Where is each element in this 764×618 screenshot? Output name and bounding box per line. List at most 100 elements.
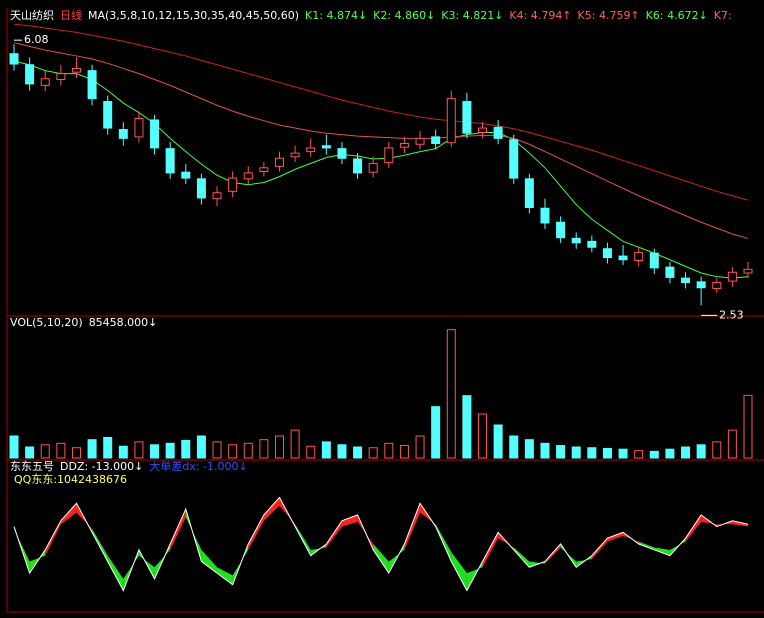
candle-body — [649, 252, 659, 269]
indicator-band — [529, 561, 545, 568]
volume-bar — [56, 442, 66, 459]
candle-body — [25, 64, 35, 85]
indicator-band — [263, 497, 280, 521]
candle-body — [665, 266, 675, 278]
indicator-band — [45, 520, 61, 556]
candle-body — [524, 178, 534, 209]
indicator-band — [451, 552, 467, 591]
candle-body — [368, 162, 378, 173]
candle-body — [56, 73, 66, 80]
volume-bar — [446, 329, 456, 459]
stock-name: 天山纺织 — [10, 8, 54, 22]
ma-readout: K7: — [714, 9, 732, 22]
volume-bar — [556, 445, 566, 459]
ma-readout: K6: 4.672↓ — [646, 9, 708, 22]
volume-bar — [602, 447, 612, 459]
candle-body — [696, 281, 706, 289]
candle-body — [446, 98, 456, 144]
indicator-band — [341, 514, 358, 527]
ma-readout: K1: 4.874↓ — [305, 9, 367, 22]
candle-body — [556, 221, 566, 239]
volume-bar — [509, 435, 519, 459]
candle-body — [587, 240, 597, 248]
indicator-band — [60, 503, 77, 525]
candle-body — [353, 158, 363, 174]
volume-bar — [493, 424, 503, 459]
volume-bar — [399, 445, 409, 459]
volume-bar — [196, 435, 206, 459]
volume-bar — [571, 446, 581, 459]
candle-body — [165, 148, 175, 174]
indicator-readout: DDZ: -13.000↓ — [60, 460, 143, 473]
candle-body — [196, 178, 206, 199]
candle-body — [9, 53, 19, 65]
volume-bar — [712, 441, 722, 459]
volume-bar — [681, 446, 691, 459]
period: 日线 — [60, 8, 82, 22]
volume-bar — [71, 447, 81, 459]
volume-bar — [540, 442, 550, 459]
ma-line — [13, 23, 749, 201]
indicator-band — [217, 567, 233, 585]
candle-body — [493, 126, 503, 139]
candle-body — [634, 251, 644, 261]
volume-bar — [103, 436, 113, 459]
indicator-band — [654, 547, 670, 556]
candle-body — [712, 282, 722, 289]
volume-bar — [431, 406, 441, 459]
candle-body — [40, 78, 50, 86]
indicator-title: 东东五号 — [10, 460, 54, 473]
candle-body — [618, 255, 628, 261]
candle-body — [321, 145, 331, 149]
indicator-band — [373, 544, 389, 574]
candle-body — [540, 207, 550, 224]
volume-bar — [87, 439, 97, 459]
volume-bar — [118, 445, 128, 459]
volume-bar — [274, 435, 284, 459]
indicator-band — [170, 509, 186, 550]
candle-body — [743, 268, 753, 274]
candle-body — [212, 192, 222, 200]
volume-bar — [368, 447, 378, 459]
candle-body — [462, 101, 472, 134]
volume-bar — [259, 439, 269, 459]
volume-bar — [228, 444, 238, 459]
low-label: 2.53 — [719, 308, 744, 321]
volume-bar — [634, 450, 644, 459]
volume-bar — [306, 445, 316, 459]
volume-bar — [165, 442, 175, 459]
ma-readout: K2: 4.860↓ — [373, 9, 435, 22]
high-label: 6.08 — [24, 33, 49, 46]
indicator-note: QQ东东:1042438676 — [14, 473, 127, 486]
candle-body — [571, 237, 581, 244]
volume-bar — [743, 394, 753, 459]
volume-readout: 85458.000↓ — [89, 316, 158, 329]
ma-readout: K4: 4.794↑ — [509, 9, 571, 22]
ma-line — [13, 42, 749, 239]
volume-bar — [290, 429, 300, 459]
volume-bar — [587, 447, 597, 459]
indicator-band — [482, 532, 499, 568]
indicator-readout: 大单差dx: -1.000↓ — [149, 459, 247, 473]
volume-bar — [337, 444, 347, 459]
ma-readout: K5: 4.759↑ — [578, 9, 640, 22]
volume-bar — [727, 429, 737, 459]
volume-bar — [243, 442, 253, 459]
volume-bar — [478, 413, 488, 459]
volume-bar — [353, 446, 363, 459]
indicator-band — [404, 503, 421, 550]
volume-bar — [40, 444, 50, 459]
volume-bar — [696, 444, 706, 459]
volume-bar — [462, 395, 472, 459]
candle-body — [399, 143, 409, 148]
ma-label: MA(3,5,8,10,12,15,30,35,40,45,50,60) — [88, 9, 299, 22]
volume-bar — [181, 439, 191, 459]
candle-body — [431, 136, 441, 145]
candle-body — [478, 127, 488, 133]
indicator-band — [732, 520, 748, 527]
volume-bar — [618, 448, 628, 459]
ma-readout: K3: 4.821↓ — [441, 9, 503, 22]
indicator-band — [201, 549, 218, 574]
candle-body — [181, 171, 191, 179]
